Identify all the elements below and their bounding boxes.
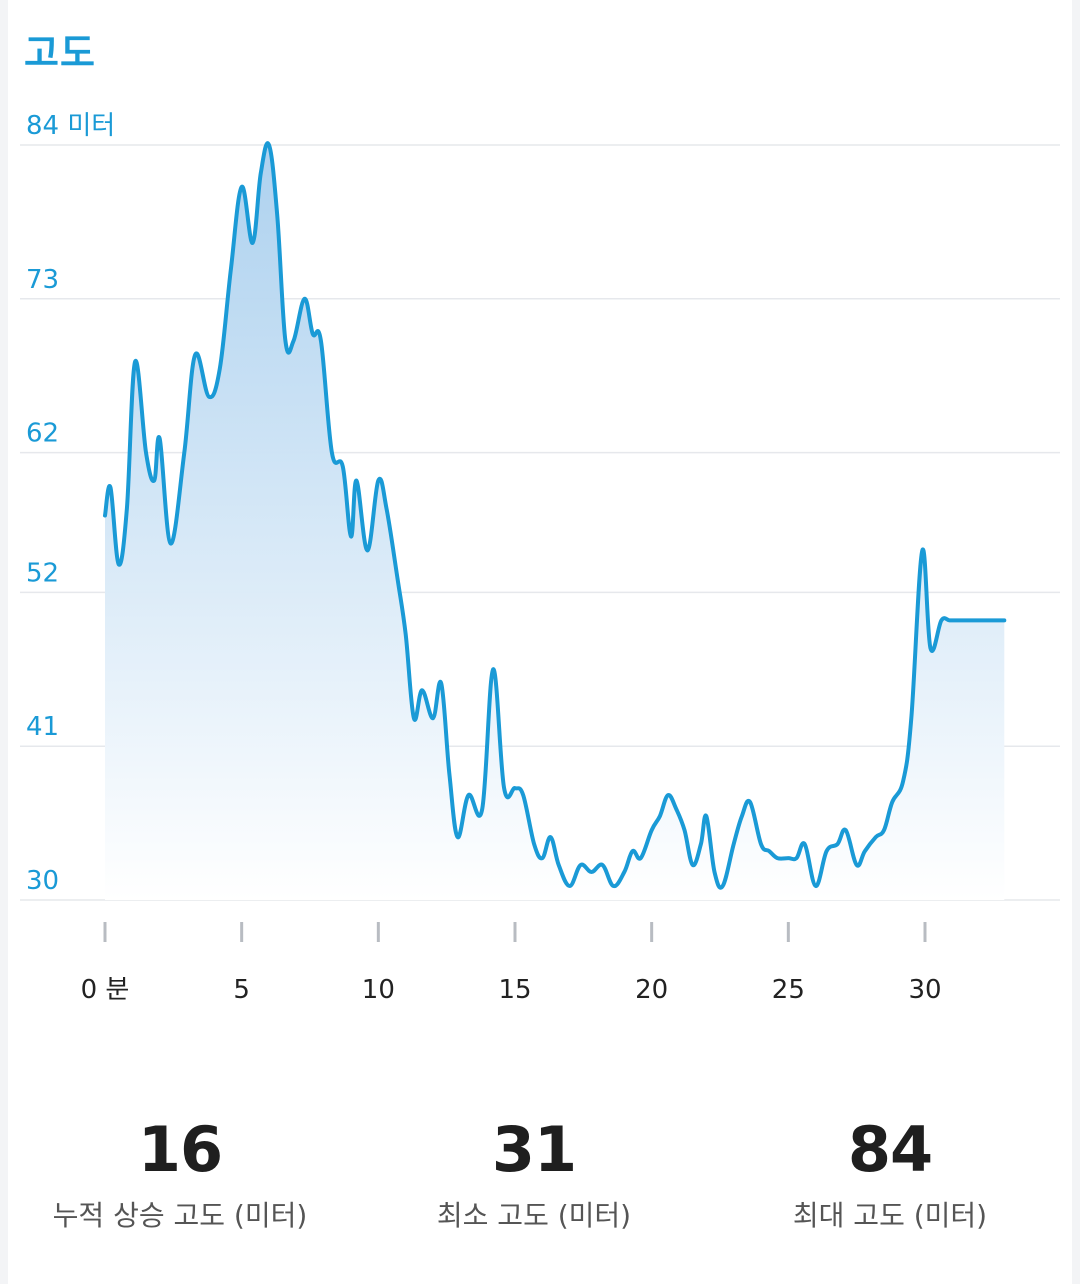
left-edge <box>0 0 8 1284</box>
stat-min-elevation-label: 최소 고도 (미터) <box>436 1199 632 1232</box>
area-layer <box>103 141 1007 900</box>
x-tick-label-20: 20 <box>635 975 668 1005</box>
x-tick-label-30: 30 <box>908 975 941 1005</box>
stat-max-elevation-label: 최대 고도 (미터) <box>792 1199 988 1232</box>
stat-max-elevation: 84 최대 고도 (미터) <box>720 1110 1060 1236</box>
stat-max-elevation-value: 84 <box>847 1113 933 1186</box>
elevation-line <box>103 141 1007 890</box>
stat-total-ascent-label: 누적 상승 고도 (미터) <box>52 1199 308 1232</box>
elevation-area-fill <box>105 143 1005 900</box>
section-title: 고도 <box>24 31 96 75</box>
x-tick-label-15: 15 <box>498 975 531 1005</box>
stats-row: 16 누적 상승 고도 (미터) 31 최소 고도 (미터) 84 최대 고도 … <box>8 1110 1072 1250</box>
y-tick-label-62: 62 <box>26 419 59 449</box>
y-tick-label-30: 30 <box>26 866 59 896</box>
y-tick-label-52: 52 <box>26 558 59 588</box>
x-tick-label-10: 10 <box>362 975 395 1005</box>
x-axis-ticks <box>103 922 927 942</box>
x-tick-label-25: 25 <box>772 975 805 1005</box>
right-edge <box>1072 0 1080 1284</box>
x-axis-labels: 0 분 5 10 15 20 25 30 <box>81 975 942 1005</box>
stat-total-ascent-value: 16 <box>137 1113 223 1186</box>
elevation-chart: 30 41 52 62 73 84 미터 0 분 5 10 15 20 25 30 <box>20 111 1060 1005</box>
x-tick-label-0: 0 분 <box>81 975 130 1005</box>
stat-min-elevation-value: 31 <box>491 1113 577 1186</box>
y-tick-label-84: 84 미터 <box>26 111 115 141</box>
stat-min-elevation: 31 최소 고도 (미터) <box>364 1110 704 1236</box>
x-tick-label-5: 5 <box>233 975 250 1005</box>
y-axis-labels: 30 41 52 62 73 84 미터 <box>26 111 115 896</box>
stat-total-ascent: 16 누적 상승 고도 (미터) <box>10 1110 350 1236</box>
elevation-card: 고도 30 41 52 62 73 84 미터 0 분 5 10 15 20 25 30 16 누적 … <box>8 0 1072 1284</box>
y-tick-label-41: 41 <box>26 712 59 742</box>
y-tick-label-73: 73 <box>26 265 59 295</box>
